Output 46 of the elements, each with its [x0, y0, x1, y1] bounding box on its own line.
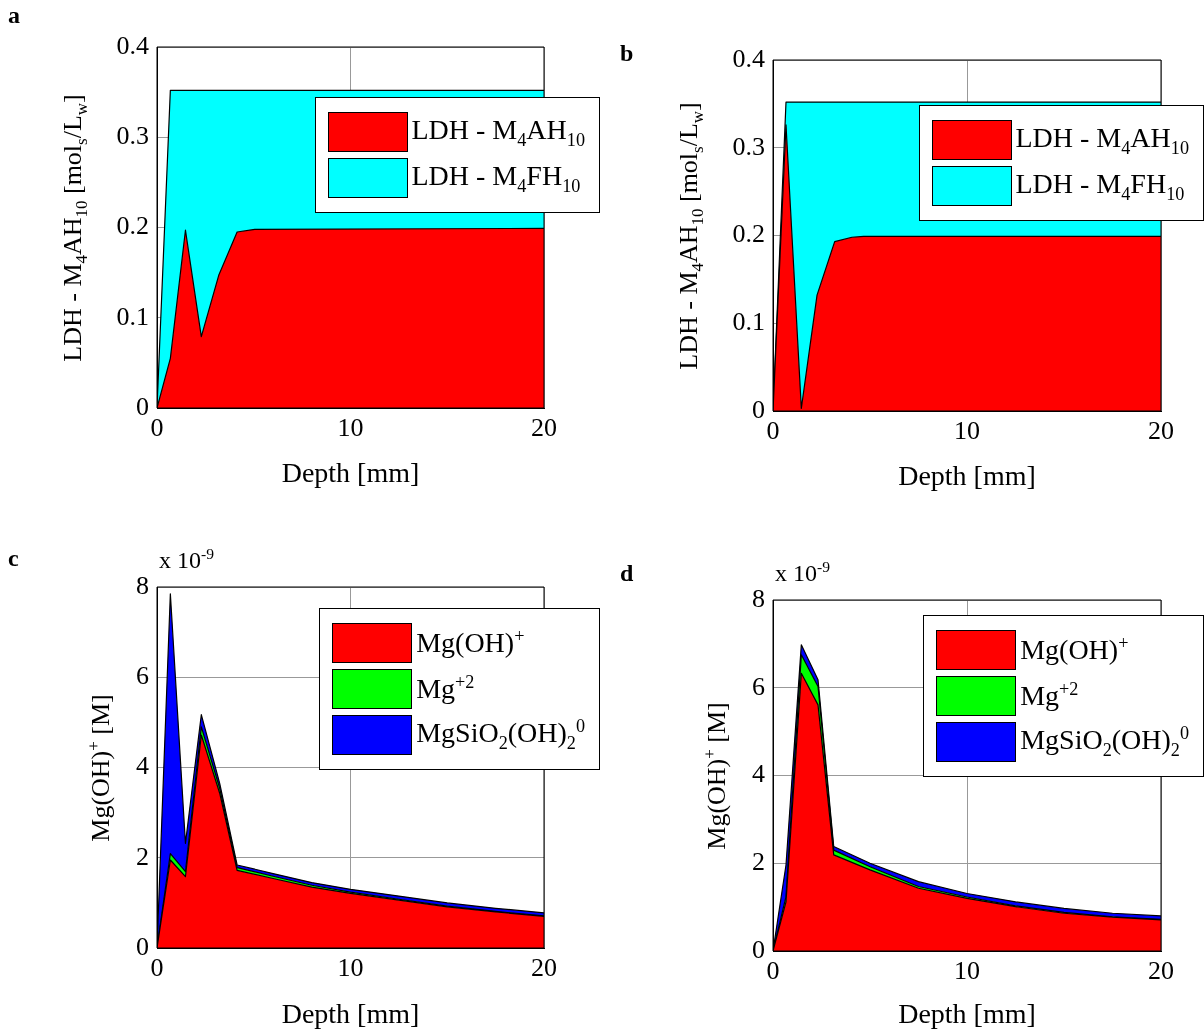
- y-tick-label: 4: [752, 759, 765, 789]
- y-tick-label: 0.2: [116, 211, 149, 241]
- y-tick-label: 6: [136, 661, 149, 691]
- y-tick-label: 0.3: [732, 131, 765, 161]
- text: x 10$^{-9}$: [159, 545, 214, 574]
- x-tick-label: 10: [337, 413, 364, 443]
- chart-title: c: [8, 545, 19, 572]
- legend-label: Mg$^{+2}$: [1020, 679, 1079, 713]
- x-axis-title: Depth [mm]: [898, 459, 1036, 491]
- chart-title: a: [8, 2, 20, 29]
- x-tick-label: 20: [1148, 416, 1174, 446]
- y-tick-label: 0: [136, 931, 149, 961]
- x-axis-title: Depth [mm]: [281, 997, 420, 1029]
- y-tick-label: 2: [136, 841, 149, 871]
- legend-label: LDH - M$_{4}$AH$_{10}$: [411, 113, 585, 151]
- x-tick-label: 10: [954, 416, 980, 446]
- legend-label: Mg(OH)$^{+}$: [416, 626, 525, 660]
- y-tick-label: 0: [752, 934, 765, 964]
- y-tick-label: 0.4: [116, 30, 149, 60]
- y-tick-label: 0: [136, 391, 149, 421]
- legend-label: LDH - M$_{4}$FH$_{10}$: [1015, 167, 1185, 205]
- y-tick-label: 2: [752, 847, 765, 877]
- x-tick-label: 20: [531, 953, 557, 983]
- y-tick-label: 4: [136, 751, 149, 781]
- x-tick-label: 10: [954, 956, 980, 986]
- text: x 10$^{-9}$: [775, 558, 830, 587]
- y-tick-label: 6: [752, 671, 765, 701]
- y-tick-label: 0.2: [732, 219, 765, 249]
- x-axis-title: Depth [mm]: [281, 456, 420, 488]
- y-tick-label: 0: [752, 394, 765, 424]
- y-tick-label: 0.1: [732, 307, 765, 337]
- x-tick-label: 10: [337, 953, 364, 983]
- chart-title: b: [620, 40, 634, 67]
- y-tick-label: 8: [752, 583, 765, 613]
- y-tick-label: 0.3: [116, 121, 149, 151]
- y-tick-label: 0.4: [732, 43, 765, 73]
- legend-label: Mg$^{+2}$: [416, 672, 475, 706]
- legend-label: Mg(OH)$^{+}$: [1020, 633, 1129, 667]
- legend-label: LDH - M$_{4}$FH$_{10}$: [411, 159, 581, 197]
- y-tick-label: 8: [136, 570, 149, 600]
- legend-label: LDH - M$_{4}$AH$_{10}$: [1015, 121, 1189, 159]
- x-axis-title: Depth [mm]: [898, 997, 1036, 1029]
- chart-title: d: [620, 560, 634, 587]
- y-tick-label: 0.1: [116, 301, 149, 331]
- x-tick-label: 20: [1148, 956, 1174, 986]
- x-tick-label: 20: [531, 413, 557, 443]
